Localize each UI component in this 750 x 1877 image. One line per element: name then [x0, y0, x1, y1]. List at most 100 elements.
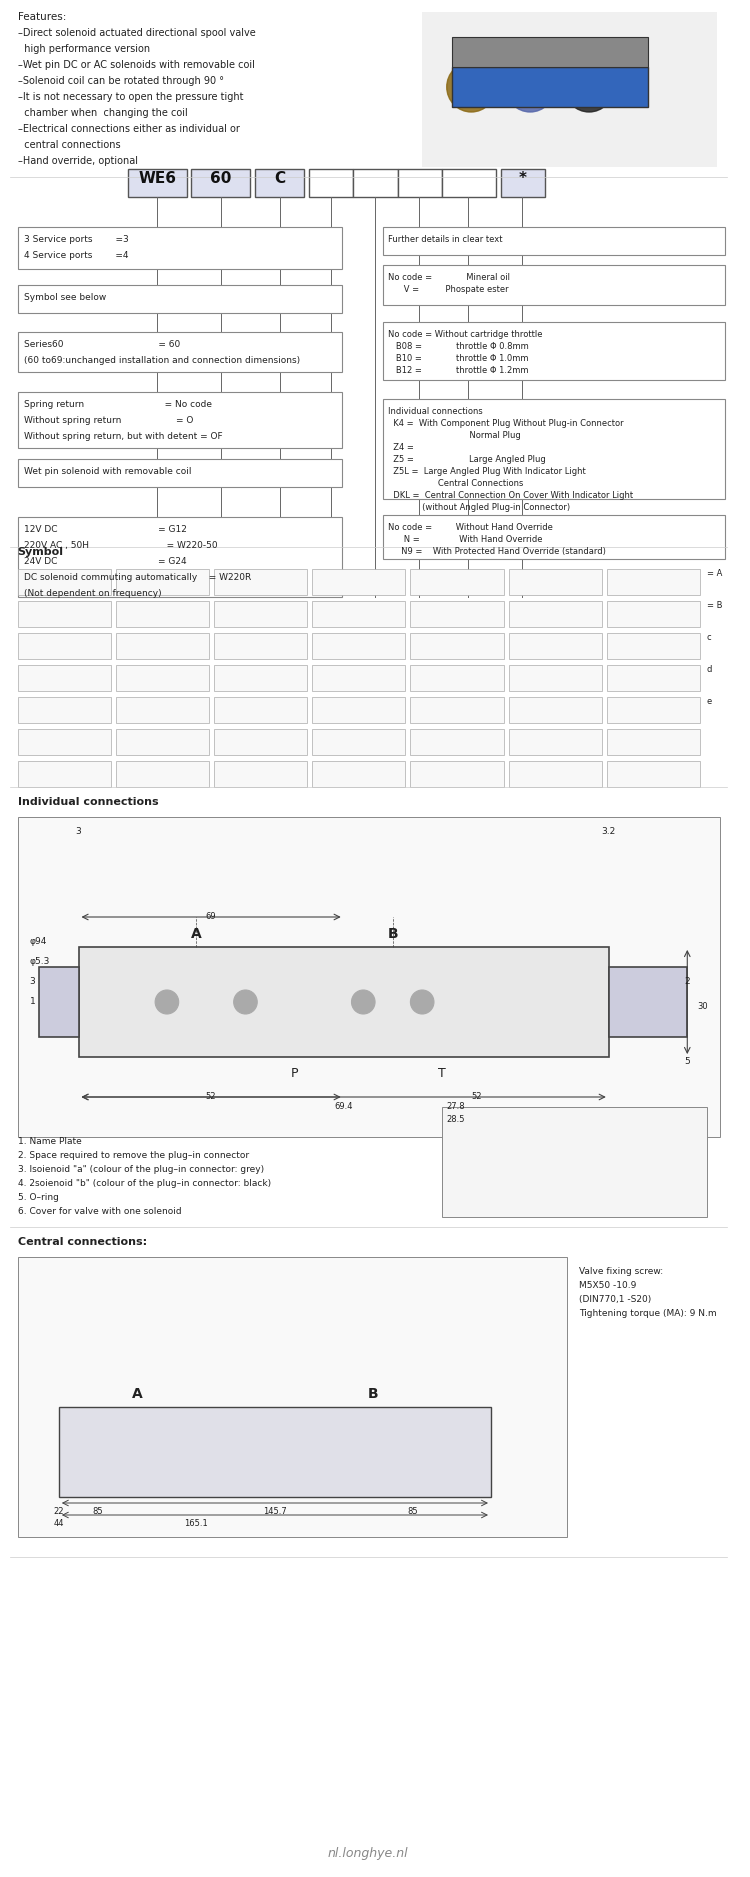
Text: chamber when  changing the coil: chamber when changing the coil [18, 109, 188, 118]
Bar [18, 392, 342, 449]
Bar [607, 664, 700, 691]
Text: Without spring return                   = O: Without spring return = O [23, 417, 193, 424]
Bar [312, 664, 406, 691]
Circle shape [155, 989, 178, 1014]
Text: N =               With Hand Override: N = With Hand Override [388, 535, 542, 544]
Bar [18, 601, 111, 627]
Text: B10 =             throttle Φ 1.0mm: B10 = throttle Φ 1.0mm [388, 355, 528, 362]
Bar [501, 169, 545, 197]
Text: DC solenoid commuting automatically    = W220R: DC solenoid commuting automatically = W2… [23, 572, 251, 582]
Bar [116, 601, 209, 627]
Text: 2. Space required to remove the plug–in connector: 2. Space required to remove the plug–in … [18, 1151, 249, 1160]
Text: No code =         Without Hand Override: No code = Without Hand Override [388, 524, 553, 531]
Bar [18, 332, 342, 372]
Bar [509, 601, 602, 627]
Bar [18, 569, 111, 595]
Bar [422, 11, 717, 167]
Text: 165.1: 165.1 [184, 1518, 209, 1528]
Bar [607, 728, 700, 755]
Bar [509, 664, 602, 691]
Text: (Not dependent on frequency): (Not dependent on frequency) [23, 589, 161, 599]
Text: Spring return                            = No code: Spring return = No code [23, 400, 212, 409]
Text: 4. 2soienoid "b" (colour of the plug–in connector: black): 4. 2soienoid "b" (colour of the plug–in … [18, 1179, 271, 1188]
Text: d: d [707, 664, 712, 674]
Text: 85: 85 [93, 1507, 104, 1517]
Text: Wet pin solenoid with removable coil: Wet pin solenoid with removable coil [23, 467, 191, 477]
Text: high performance version: high performance version [18, 43, 150, 54]
Text: 3. Isoienoid "a" (colour of the plug–in connector: grey): 3. Isoienoid "a" (colour of the plug–in … [18, 1166, 264, 1173]
Text: Further details in clear text: Further details in clear text [388, 235, 502, 244]
Bar [509, 569, 602, 595]
Bar [383, 265, 724, 304]
Bar [312, 633, 406, 659]
Text: Symbol see below: Symbol see below [23, 293, 106, 302]
Text: Z5 =                     Large Angled Plug: Z5 = Large Angled Plug [388, 454, 545, 464]
Text: Central Connections: Central Connections [388, 479, 524, 488]
Text: Symbol: Symbol [18, 546, 64, 557]
Bar [18, 227, 342, 268]
Text: 44: 44 [54, 1518, 64, 1528]
Text: 52: 52 [471, 1092, 482, 1102]
Text: –It is not necessary to open the pressure tight: –It is not necessary to open the pressur… [18, 92, 243, 101]
Text: 6. Cover for valve with one solenoid: 6. Cover for valve with one solenoid [18, 1207, 182, 1216]
Text: 220V AC , 50H                           = W220-50: 220V AC , 50H = W220-50 [23, 541, 218, 550]
Text: 22: 22 [54, 1507, 64, 1517]
Bar [116, 664, 209, 691]
Text: P: P [291, 1066, 298, 1079]
Bar [410, 728, 504, 755]
Bar [39, 967, 79, 1036]
Bar [309, 169, 353, 197]
Text: A: A [191, 927, 202, 940]
Bar [18, 1258, 568, 1537]
Text: 85: 85 [407, 1507, 418, 1517]
Bar [18, 728, 111, 755]
Bar [18, 516, 342, 597]
Bar [607, 696, 700, 723]
Bar [312, 760, 406, 786]
Bar [607, 760, 700, 786]
Bar [312, 728, 406, 755]
Text: 4 Service ports        =4: 4 Service ports =4 [23, 252, 128, 261]
Text: c: c [707, 633, 712, 642]
Text: 3: 3 [76, 828, 82, 835]
Text: Series60                                 = 60: Series60 = 60 [23, 340, 180, 349]
Bar [116, 728, 209, 755]
Text: 60: 60 [210, 171, 232, 186]
Text: No code =             Mineral oil: No code = Mineral oil [388, 272, 510, 282]
Bar [214, 760, 308, 786]
Text: B12 =             throttle Φ 1.2mm: B12 = throttle Φ 1.2mm [388, 366, 528, 375]
Bar [410, 633, 504, 659]
Text: 1. Name Plate: 1. Name Plate [18, 1137, 82, 1147]
Bar [410, 760, 504, 786]
Bar [383, 514, 724, 559]
Circle shape [410, 989, 434, 1014]
Bar [214, 633, 308, 659]
Text: 5. O–ring: 5. O–ring [18, 1194, 58, 1201]
Bar [509, 728, 602, 755]
Bar [18, 760, 111, 786]
Text: (60 to69:unchanged installation and connection dimensions): (60 to69:unchanged installation and conn… [23, 357, 300, 364]
Bar [312, 601, 406, 627]
Text: (without Angled Plug-in Connector): (without Angled Plug-in Connector) [388, 503, 570, 512]
Bar [116, 633, 209, 659]
Bar [255, 169, 304, 197]
Text: K4 =  With Component Plug Without Plug-in Connector: K4 = With Component Plug Without Plug-in… [388, 419, 623, 428]
Text: central connections: central connections [18, 141, 120, 150]
Text: Without spring return, but with detent = OF: Without spring return, but with detent =… [23, 432, 222, 441]
Text: = B: = B [707, 601, 722, 610]
Text: –Direct solenoid actuated directional spool valve: –Direct solenoid actuated directional sp… [18, 28, 256, 38]
Circle shape [506, 62, 555, 113]
Bar [509, 633, 602, 659]
Text: Tightening torque (MA): 9 N.m: Tightening torque (MA): 9 N.m [579, 1308, 717, 1318]
Bar [509, 696, 602, 723]
Text: Features:: Features: [18, 11, 66, 23]
Bar [214, 664, 308, 691]
Text: No code = Without cartridge throttle: No code = Without cartridge throttle [388, 330, 542, 340]
Text: Central connections:: Central connections: [18, 1237, 147, 1246]
Circle shape [447, 62, 496, 113]
Text: T: T [438, 1066, 446, 1079]
Bar [191, 169, 250, 197]
Text: 3: 3 [29, 978, 35, 985]
Text: N9 =    With Protected Hand Override (standard): N9 = With Protected Hand Override (stand… [388, 546, 606, 556]
Bar [452, 38, 648, 68]
